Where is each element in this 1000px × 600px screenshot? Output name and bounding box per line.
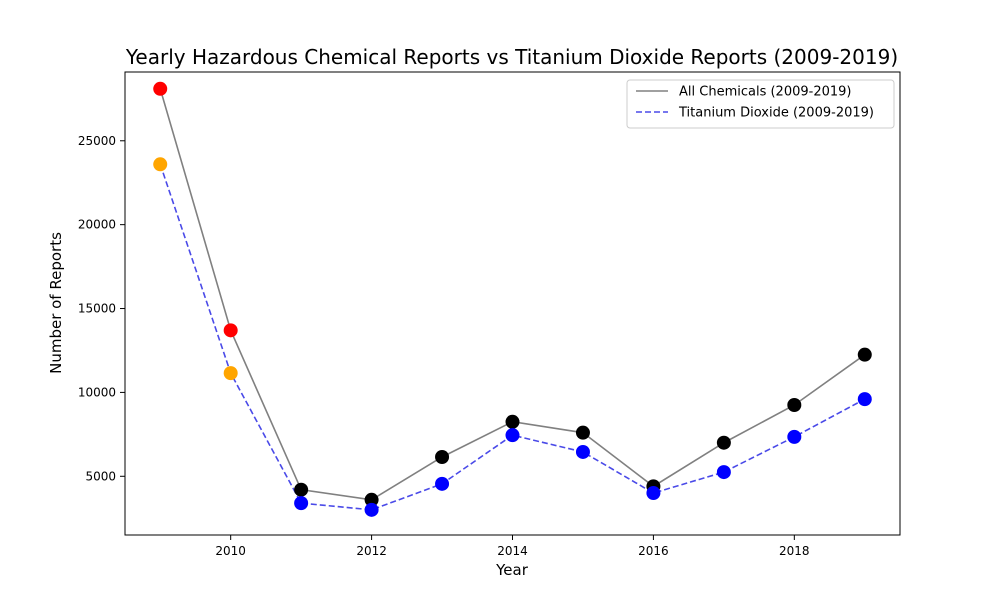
series-0-point	[716, 435, 731, 450]
series-0-point	[857, 347, 872, 362]
y-axis: 5000 10000 15000 20000 25000	[78, 134, 125, 483]
series-1-point	[435, 476, 450, 491]
series-markers	[153, 81, 872, 517]
legend: All Chemicals (2009-2019) Titanium Dioxid…	[626, 79, 895, 129]
y-tick-label: 20000	[78, 218, 116, 232]
y-tick-label: 5000	[85, 469, 116, 483]
series-1-point	[575, 444, 590, 459]
series-0-point	[223, 323, 238, 338]
series-0-point	[153, 81, 168, 96]
series-0-point	[294, 482, 309, 497]
series-1-point	[364, 502, 379, 517]
series-1-point	[646, 486, 661, 501]
chart-title: Yearly Hazardous Chemical Reports vs Tit…	[125, 45, 898, 69]
x-tick-label: 2014	[497, 544, 528, 558]
series-1-point	[294, 496, 309, 511]
x-tick-label: 2010	[215, 544, 246, 558]
series-0-point	[787, 397, 802, 412]
legend-label-1: Titanium Dioxide (2009-2019)	[678, 106, 874, 121]
y-tick-label: 10000	[78, 385, 116, 399]
x-tick-label: 2018	[779, 544, 810, 558]
series-0-point	[575, 425, 590, 440]
series-1-point	[223, 366, 238, 381]
x-tick-label: 2012	[356, 544, 387, 558]
series-1-point	[716, 465, 731, 480]
series-lines	[159, 88, 866, 511]
x-axis: 2010 2012 2014 2016 2018	[215, 535, 810, 558]
legend-box	[626, 79, 895, 129]
series-1-point	[857, 392, 872, 407]
x-axis-label: Year	[495, 561, 529, 579]
series-line-1	[159, 164, 866, 511]
series-1-point	[787, 429, 802, 444]
plot-area	[124, 71, 901, 536]
series-0-point	[505, 414, 520, 429]
series-1-point	[153, 157, 168, 172]
y-tick-label: 15000	[78, 302, 116, 316]
series-0-point	[435, 449, 450, 464]
legend-label-0: All Chemicals (2009-2019)	[679, 85, 851, 100]
series-1-point	[505, 428, 520, 443]
y-tick-label: 25000	[78, 134, 116, 148]
y-axis-label: Number of Reports	[47, 232, 65, 374]
series-0-point	[364, 492, 379, 507]
x-tick-label: 2016	[638, 544, 669, 558]
